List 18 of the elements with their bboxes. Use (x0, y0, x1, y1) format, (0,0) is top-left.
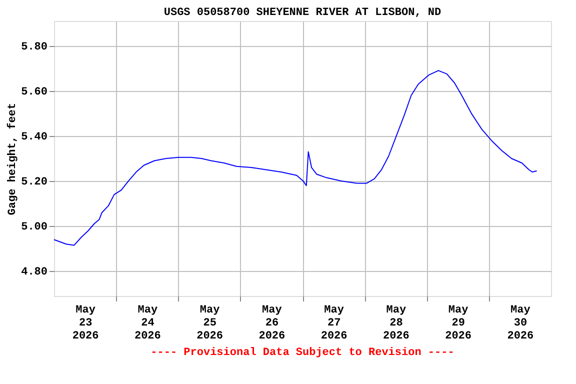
text: ---- Provisional Data Subject to Revision ---- (150, 347, 454, 359)
x-tick-label: May 28 2026 (382, 304, 410, 342)
y-tick-label: 4.80 (21, 266, 48, 279)
y-axis-title: Gage height, feet (6, 102, 20, 216)
y-tick-label: 5.60 (21, 86, 48, 98)
y-tick-label: 5.40 (21, 131, 48, 144)
x-tick-label: May 25 2026 (196, 304, 224, 342)
x-tick-label: May 27 2026 (320, 304, 348, 342)
y-tick-label: 5.20 (21, 176, 48, 189)
x-tick-label: May 23 2026 (72, 304, 99, 342)
chart-title: USGS 05058700 SHEYENNE RIVER AT LISBON, ND (164, 7, 442, 19)
line-series (54, 70, 538, 246)
y-tick-label: 5.80 (21, 41, 48, 54)
y-tick-label: 5.00 (21, 222, 48, 234)
x-tick-label: May 26 2026 (258, 304, 286, 342)
x-tick-label: May 24 2026 (134, 304, 161, 342)
x-tick-label: May 29 2026 (445, 304, 472, 342)
x-tick-label: May 30 2026 (507, 304, 534, 342)
